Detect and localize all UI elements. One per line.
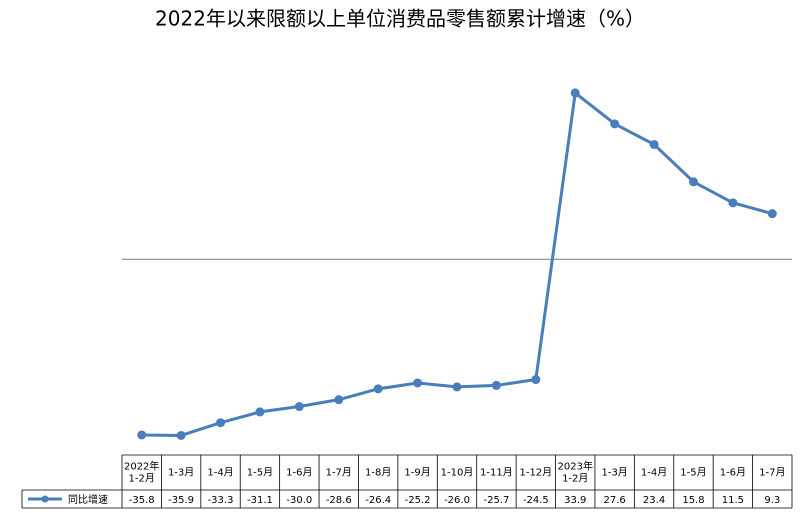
- value-label: -25.2: [405, 495, 431, 506]
- label-line: 1-4月: [641, 467, 667, 479]
- point: [767, 209, 777, 219]
- point: [413, 378, 423, 388]
- x-tick-label: 1-4月: [207, 467, 233, 479]
- label-line: 1-8月: [365, 467, 391, 479]
- x-tick-label: 1-12月: [519, 467, 552, 479]
- label-line: 1-3月: [601, 467, 627, 479]
- label-line: 1-7月: [759, 467, 785, 479]
- x-tick-label: 1-6月: [286, 467, 312, 479]
- value-label: -26.0: [444, 495, 470, 506]
- value-label: 9.3: [764, 495, 780, 506]
- point: [688, 177, 698, 187]
- point: [610, 119, 620, 129]
- value-label: -25.7: [483, 495, 509, 506]
- x-tick-label: 1-10月: [441, 467, 474, 479]
- point: [491, 380, 501, 390]
- label-line: 1-10月: [441, 467, 474, 479]
- value-label: 11.5: [722, 495, 744, 506]
- x-tick-label: 1-5月: [680, 467, 706, 479]
- label-line: 1-9月: [404, 467, 430, 479]
- x-tick-label: 1-4月: [641, 467, 667, 479]
- value-label: -35.8: [129, 495, 155, 506]
- label-line: 1-6月: [720, 467, 746, 479]
- label-line: 1-3月: [168, 467, 194, 479]
- value-label: 15.8: [682, 495, 704, 506]
- x-tick-label: 1-8月: [365, 467, 391, 479]
- chart-title: 2022年以来限额以上单位消费品零售额累计增速（%）: [155, 7, 645, 31]
- value-label: 27.6: [604, 495, 626, 506]
- label-line: 1-2月: [562, 473, 588, 485]
- point: [176, 430, 186, 440]
- label-line: 1-12月: [519, 467, 552, 479]
- value-label: -35.9: [168, 495, 194, 506]
- point: [728, 198, 738, 208]
- point: [294, 402, 304, 412]
- x-tick-label: 1-7月: [759, 467, 785, 479]
- point: [570, 88, 580, 98]
- point: [531, 375, 541, 385]
- label-line: 1-7月: [326, 467, 352, 479]
- point: [373, 384, 383, 394]
- point: [137, 430, 147, 440]
- value-label: -30.0: [286, 495, 312, 506]
- label-line: 1-5月: [247, 467, 273, 479]
- value-label: -28.6: [326, 495, 352, 506]
- label-line: 2023年: [558, 460, 593, 473]
- label-line: 1-4月: [207, 467, 233, 479]
- label-line: 2022年: [124, 460, 159, 473]
- label-line: 1-11月: [480, 467, 513, 479]
- value-label: -24.5: [523, 495, 549, 506]
- x-tick-label: 1-3月: [168, 467, 194, 479]
- label-line: 1-6月: [286, 467, 312, 479]
- x-tick-label: 1-6月: [720, 467, 746, 479]
- x-tick-label: 1-3月: [601, 467, 627, 479]
- value-label: -33.3: [208, 495, 234, 506]
- x-tick-label: 1-7月: [326, 467, 352, 479]
- x-tick-label: 2023年 1-2月: [558, 460, 593, 485]
- value-label: 33.9: [564, 495, 586, 506]
- x-tick-label: 1-9月: [404, 467, 430, 479]
- legend-label: 同比增速: [68, 493, 108, 506]
- value-label: 23.4: [643, 495, 665, 506]
- label-line: 1-5月: [680, 467, 706, 479]
- x-tick-label: 1-5月: [247, 467, 273, 479]
- legend-marker: [41, 495, 49, 503]
- value-label: -26.4: [365, 495, 391, 506]
- label-line: 1-2月: [129, 473, 155, 485]
- point: [452, 382, 462, 392]
- value-label: -31.1: [247, 495, 273, 506]
- point: [255, 407, 265, 417]
- point: [649, 139, 659, 149]
- point: [216, 418, 226, 428]
- x-tick-label: 2022年 1-2月: [124, 460, 159, 485]
- point: [334, 395, 344, 405]
- x-tick-label: 1-11月: [480, 467, 513, 479]
